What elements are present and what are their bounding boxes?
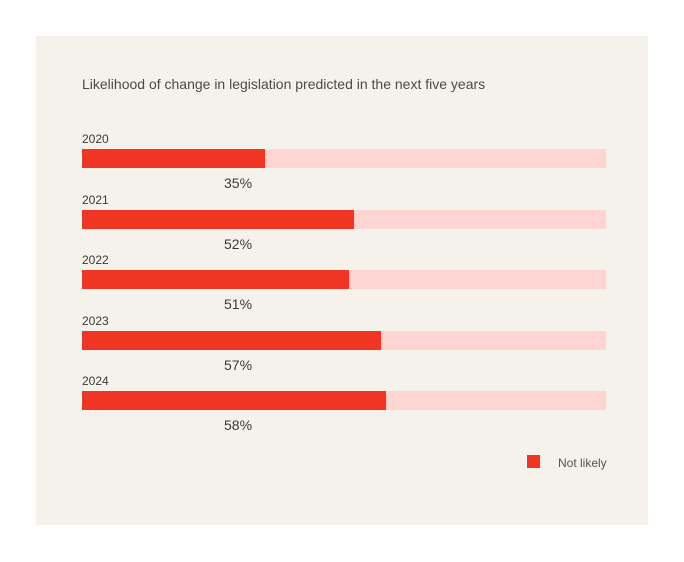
year-label: 2024 bbox=[82, 374, 109, 388]
legend-label: Not likely bbox=[558, 456, 607, 470]
bar bbox=[82, 270, 350, 289]
bar-track bbox=[82, 209, 606, 229]
bar-track bbox=[82, 149, 606, 168]
year-label: 2023 bbox=[82, 313, 109, 328]
data-label: 57% bbox=[224, 356, 253, 373]
data-label: 51% bbox=[224, 296, 253, 312]
year-label: 2021 bbox=[82, 192, 109, 207]
bar bbox=[82, 149, 266, 168]
legend-swatch bbox=[527, 455, 540, 468]
data-label: 58% bbox=[224, 417, 253, 433]
bar-track bbox=[82, 391, 606, 410]
year-label: 2022 bbox=[82, 253, 109, 267]
bar bbox=[82, 209, 355, 229]
chart-panel: Likelihood of change in legislation pred… bbox=[36, 36, 648, 525]
data-label: 35% bbox=[224, 175, 253, 191]
data-label: 52% bbox=[224, 235, 253, 252]
chart-title: Likelihood of change in legislation pred… bbox=[82, 76, 486, 92]
bar bbox=[82, 391, 386, 410]
bar-track bbox=[82, 270, 606, 289]
year-label: 2020 bbox=[82, 132, 109, 146]
bar-track bbox=[82, 330, 606, 350]
bar bbox=[82, 330, 381, 350]
